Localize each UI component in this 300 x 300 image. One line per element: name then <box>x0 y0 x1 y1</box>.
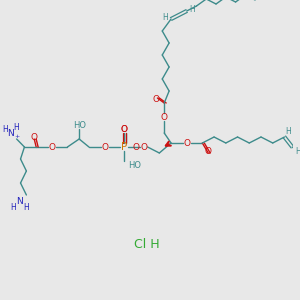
Text: P: P <box>121 142 127 152</box>
Text: O: O <box>31 133 38 142</box>
Text: O: O <box>161 112 168 122</box>
Text: N: N <box>8 128 14 137</box>
Text: H: H <box>23 203 29 212</box>
Text: O: O <box>153 94 160 103</box>
Text: H: H <box>14 122 20 131</box>
Text: Cl H: Cl H <box>134 238 159 251</box>
Text: H: H <box>2 124 8 134</box>
Text: O: O <box>121 124 128 134</box>
Text: H: H <box>295 146 300 155</box>
Text: O: O <box>121 124 128 134</box>
Text: O: O <box>48 142 55 152</box>
Text: O: O <box>132 142 140 152</box>
Text: H: H <box>162 13 168 22</box>
Text: H: H <box>286 127 291 136</box>
Text: HO: HO <box>73 121 86 130</box>
Text: H: H <box>190 4 195 14</box>
Text: O: O <box>183 139 190 148</box>
Text: H: H <box>10 203 16 212</box>
Text: O: O <box>205 146 212 155</box>
Text: N: N <box>16 196 23 206</box>
Text: O: O <box>140 142 147 152</box>
Text: HO: HO <box>128 160 141 169</box>
Text: O: O <box>101 142 108 152</box>
Text: +: + <box>14 134 19 140</box>
